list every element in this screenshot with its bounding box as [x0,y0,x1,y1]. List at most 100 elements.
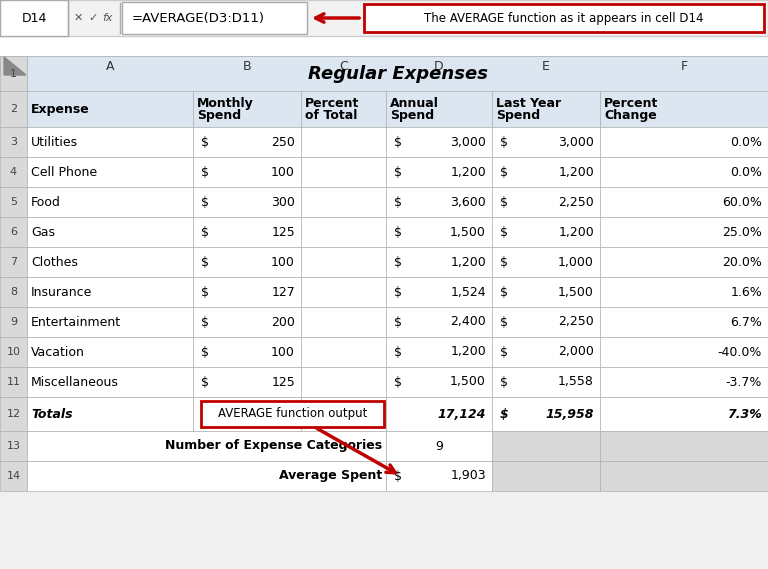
Bar [386,56,492,76]
Text: $: $ [394,345,402,358]
Bar [386,461,492,491]
Text: 10: 10 [6,347,21,357]
Text: 17,124: 17,124 [438,407,486,420]
Bar [600,337,768,367]
Bar [27,307,193,337]
Text: 0.0%: 0.0% [730,135,762,149]
Text: 5: 5 [10,197,17,207]
Bar [0,0,768,36]
Text: Number of Expense Categories: Number of Expense Categories [165,439,382,452]
Bar [301,91,386,127]
Bar [193,337,301,367]
Bar [27,397,193,431]
Bar [0,127,27,157]
Text: ✓: ✓ [88,13,98,23]
Bar [301,157,386,187]
Bar [386,91,492,127]
Bar [386,127,492,157]
Bar [492,337,600,367]
Text: Utilities: Utilities [31,135,78,149]
Text: $: $ [201,286,209,299]
Bar [27,91,193,127]
Text: Average Spent: Average Spent [279,469,382,483]
Bar [193,127,301,157]
Bar [364,4,764,32]
Text: 2,250: 2,250 [558,196,594,208]
Text: 3,000: 3,000 [558,135,594,149]
Text: -3.7%: -3.7% [726,376,762,389]
Text: 9: 9 [435,439,443,452]
Bar [301,127,386,157]
Bar [193,277,301,307]
Text: $: $ [394,135,402,149]
Text: 1,200: 1,200 [450,255,486,269]
Text: Insurance: Insurance [31,286,92,299]
Text: 11: 11 [6,377,21,387]
Text: $: $ [500,315,508,328]
Text: Annual: Annual [390,97,439,109]
Text: 1,500: 1,500 [558,286,594,299]
Text: $: $ [394,315,402,328]
Text: Percent: Percent [305,97,359,109]
Bar [492,217,600,247]
Bar [492,157,600,187]
Bar [301,397,386,431]
Bar [492,56,600,76]
Bar [386,431,492,461]
Bar [600,367,768,397]
Bar [0,91,27,127]
Bar [0,56,27,91]
Text: Last Year: Last Year [496,97,561,109]
Text: 1.6%: 1.6% [730,286,762,299]
Bar [492,431,600,461]
Text: 1,427: 1,427 [255,407,295,420]
Bar [600,217,768,247]
Text: 7: 7 [10,257,17,267]
Text: A: A [106,60,114,72]
Bar [0,157,27,187]
Bar [301,56,386,76]
Text: 6: 6 [10,227,17,237]
Text: fx: fx [102,13,112,23]
Bar [27,217,193,247]
Bar [600,91,768,127]
Bar [0,461,27,491]
Bar [193,367,301,397]
Text: 125: 125 [271,225,295,238]
Text: 2,000: 2,000 [558,345,594,358]
Bar [0,0,68,36]
Text: 12: 12 [6,409,21,419]
Text: $: $ [500,255,508,269]
Text: Food: Food [31,196,61,208]
Text: $: $ [500,225,508,238]
Text: 1,500: 1,500 [450,225,486,238]
Text: B: B [243,60,251,72]
Bar [600,397,768,431]
Text: 1,200: 1,200 [558,166,594,179]
Bar [492,397,600,431]
Bar [492,127,600,157]
Text: 1,200: 1,200 [558,225,594,238]
Bar [492,367,600,397]
Text: Spend: Spend [496,109,540,122]
Bar [0,307,27,337]
Text: 1,903: 1,903 [450,469,486,483]
Text: 127: 127 [271,286,295,299]
Text: 100: 100 [271,166,295,179]
Bar [386,217,492,247]
Bar [301,277,386,307]
Text: Spend: Spend [390,109,434,122]
Bar [492,307,600,337]
Text: Totals: Totals [31,407,73,420]
Text: 60.0%: 60.0% [722,196,762,208]
Bar [301,337,386,367]
Text: C: C [339,60,348,72]
Bar [492,461,600,491]
Text: AVERAGE function output: AVERAGE function output [218,407,367,420]
Text: 3,000: 3,000 [450,135,486,149]
Text: $: $ [500,166,508,179]
Bar [0,431,27,461]
Bar [0,187,27,217]
Text: $: $ [500,376,508,389]
Text: 14: 14 [6,471,21,481]
